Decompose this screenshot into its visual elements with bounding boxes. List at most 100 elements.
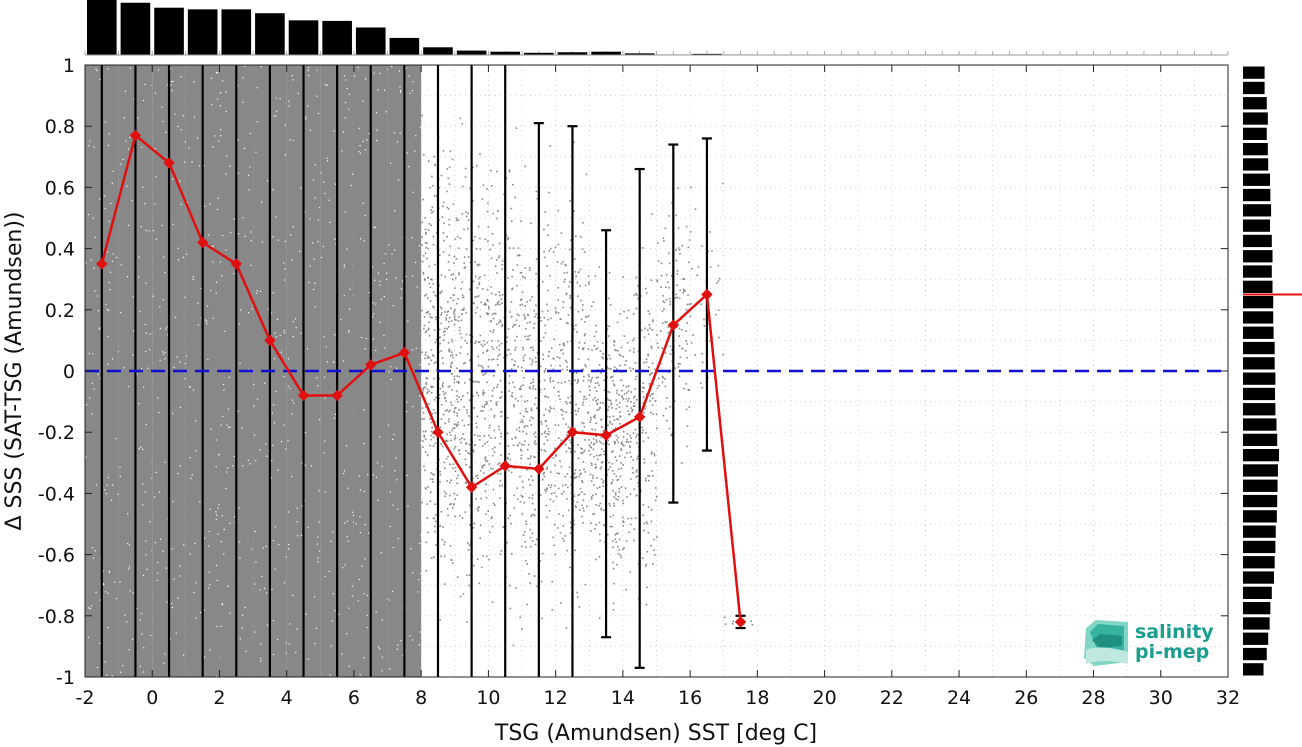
scatter-point xyxy=(429,316,432,318)
scatter-gap xyxy=(123,117,125,119)
scatter-point xyxy=(513,467,516,469)
scatter-point xyxy=(626,341,629,344)
scatter-point xyxy=(567,322,569,325)
scatter-point xyxy=(562,301,565,303)
scatter-point xyxy=(717,264,720,267)
scatter-point xyxy=(478,341,481,344)
scatter-gap xyxy=(108,309,110,311)
scatter-gap xyxy=(233,516,236,518)
scatter-gap xyxy=(415,347,418,349)
scatter-gap xyxy=(205,320,208,322)
scatter-gap xyxy=(411,349,413,351)
scatter-gap xyxy=(191,474,193,476)
scatter-gap xyxy=(272,292,274,294)
scatter-point xyxy=(511,391,514,394)
scatter-point xyxy=(641,386,644,389)
scatter-point xyxy=(473,444,476,446)
scatter-point xyxy=(665,273,668,276)
scatter-gap xyxy=(126,621,128,623)
scatter-point xyxy=(543,316,546,319)
scatter-point xyxy=(514,360,516,362)
scatter-gap xyxy=(323,376,326,378)
scatter-point xyxy=(581,515,583,518)
scatter-point xyxy=(426,503,429,505)
scatter-point xyxy=(469,334,471,336)
scatter-point xyxy=(618,549,621,551)
scatter-point xyxy=(644,477,647,480)
scatter-point xyxy=(618,406,621,408)
scatter-point xyxy=(660,286,662,289)
x-tick-label: 32 xyxy=(1216,687,1240,709)
scatter-point xyxy=(515,127,518,129)
scatter-point xyxy=(440,174,443,177)
scatter-gap xyxy=(159,538,162,540)
scatter-gap xyxy=(317,112,320,114)
scatter-gap xyxy=(254,530,256,532)
scatter-gap xyxy=(193,116,196,118)
scatter-point xyxy=(532,381,535,383)
scatter-point xyxy=(488,463,491,465)
scatter-point xyxy=(630,456,633,458)
scatter-gap xyxy=(154,496,156,498)
scatter-gap xyxy=(383,296,385,298)
right-hist-bar xyxy=(1243,204,1272,217)
scatter-gap xyxy=(326,157,328,159)
scatter-point xyxy=(590,418,592,421)
y-tick-label: 0 xyxy=(63,361,75,383)
scatter-point xyxy=(421,244,423,246)
scatter-gap xyxy=(260,66,262,68)
scatter-point xyxy=(448,254,451,257)
scatter-point xyxy=(650,544,652,547)
scatter-point xyxy=(644,407,646,410)
scatter-gap xyxy=(107,335,109,337)
scatter-gap xyxy=(275,115,277,118)
scatter-point xyxy=(492,502,495,505)
scatter-point xyxy=(642,503,645,506)
scatter-gap xyxy=(109,289,111,291)
scatter-gap xyxy=(366,626,368,629)
scatter-gap xyxy=(203,609,205,611)
scatter-gap xyxy=(316,543,319,545)
scatter-gap xyxy=(228,426,230,429)
scatter-point xyxy=(466,621,468,623)
scatter-point xyxy=(615,533,618,535)
scatter-point xyxy=(670,434,672,437)
scatter-point xyxy=(723,616,726,619)
scatter-point xyxy=(648,475,651,478)
scatter-point xyxy=(454,498,457,500)
scatter-gap xyxy=(138,403,140,405)
scatter-point xyxy=(687,294,689,296)
scatter-point xyxy=(424,217,427,219)
scatter-gap xyxy=(420,572,422,575)
scatter-gap xyxy=(271,588,273,591)
scatter-point xyxy=(426,392,428,395)
scatter-gap xyxy=(343,472,345,475)
scatter-gap xyxy=(148,230,150,232)
scatter-point xyxy=(600,418,603,421)
scatter-point xyxy=(480,301,482,304)
scatter-point xyxy=(526,411,529,413)
scatter-point xyxy=(629,367,631,369)
scatter-point xyxy=(457,474,459,477)
scatter-point xyxy=(487,226,490,228)
scatter-point xyxy=(688,239,691,241)
scatter-point xyxy=(451,361,454,364)
scatter-point xyxy=(564,535,567,537)
scatter-point xyxy=(545,435,547,438)
scatter-point xyxy=(505,234,508,237)
right-hist-bar xyxy=(1243,387,1276,401)
scatter-point xyxy=(460,441,462,444)
scatter-point xyxy=(596,403,599,406)
scatter-point xyxy=(430,438,433,441)
scatter-point xyxy=(442,413,445,416)
scatter-point xyxy=(634,517,637,519)
scatter-gap xyxy=(358,127,360,129)
scatter-gap xyxy=(260,657,262,659)
scatter-point xyxy=(615,459,618,462)
scatter-point xyxy=(544,368,547,370)
scatter-point xyxy=(597,376,599,379)
scatter-point xyxy=(598,617,601,619)
scatter-gap xyxy=(151,84,153,86)
scatter-point xyxy=(463,406,465,408)
right-hist-bar xyxy=(1243,632,1269,645)
